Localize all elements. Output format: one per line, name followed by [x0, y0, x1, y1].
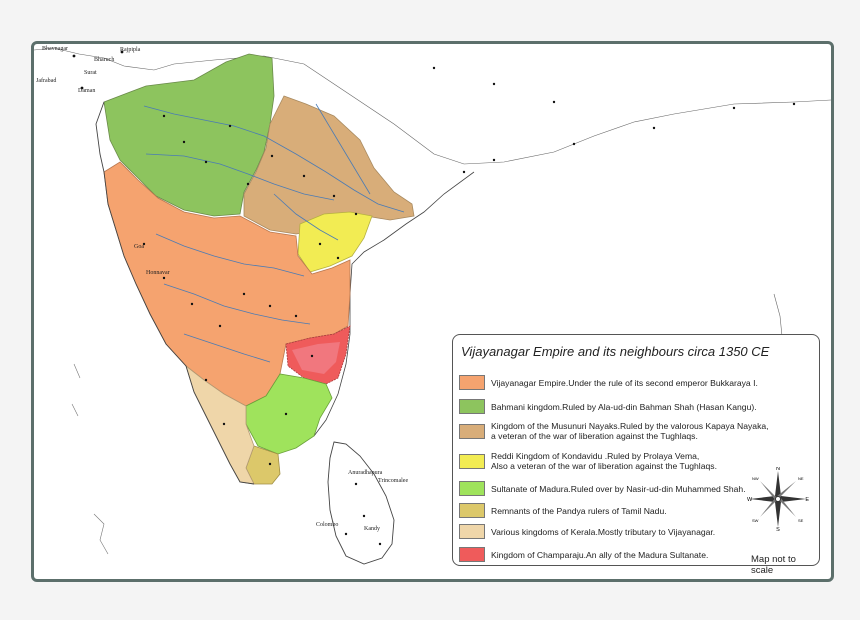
- region-bahmani: [103, 53, 275, 217]
- compass-se: SE: [798, 518, 804, 523]
- sri-lanka: [327, 441, 395, 565]
- swatch-kerala: [459, 524, 485, 539]
- north-coastline: [34, 47, 831, 165]
- place-surat: Surat: [84, 70, 97, 76]
- compass-rose: N S E W NE NW SE SW: [747, 467, 809, 531]
- place-kandy: Kandy: [364, 526, 380, 532]
- legend-item-reddi: Reddi Kingdom of Kondavidu .Ruled by Pro…: [459, 451, 717, 471]
- place-trincomalee: Trincomalee: [378, 478, 409, 484]
- swatch-bahmani: [459, 399, 485, 414]
- rivers: [143, 103, 405, 363]
- legend-item-champaraju: Kingdom of Champaraju.An ally of the Mad…: [459, 547, 708, 562]
- place-daman: Daman: [78, 88, 96, 94]
- legend-title: Vijayanagar Empire and its neighbours ci…: [461, 344, 770, 359]
- legend-label: Remnants of the Pandya rulers of Tamil N…: [491, 505, 667, 516]
- place-jafrabad: Jafrabad: [36, 78, 57, 84]
- compass-e: E: [805, 497, 809, 503]
- place-anuradhapura: Anuradhapura: [348, 470, 383, 476]
- swatch-reddi: [459, 453, 485, 469]
- compass-nw: NW: [752, 476, 759, 481]
- region-reddi: [297, 211, 373, 273]
- legend-item-musunuri: Kingdom of the Musunuri Nayaks.Ruled by …: [459, 421, 769, 441]
- place-bharuch: Bharuch: [94, 57, 115, 63]
- swatch-champaraju: [459, 547, 485, 562]
- map-legend: Vijayanagar Empire and its neighbours ci…: [452, 334, 820, 576]
- town-markers: [72, 50, 796, 546]
- scale-note: Map not to scale: [751, 554, 796, 576]
- legend-item-madura: Sultanate of Madura.Ruled over by Nasir-…: [459, 481, 746, 496]
- compass-n: N: [776, 467, 780, 472]
- compass-w: W: [747, 497, 753, 503]
- west-islands: [71, 363, 109, 555]
- place-goa: Goa: [134, 244, 144, 250]
- legend-label: Kingdom of Champaraju.An ally of the Mad…: [491, 549, 709, 560]
- map-frame: Bhavnagar Rajpipla Bharuch Surat Jafraba…: [31, 41, 834, 582]
- legend-label: Kingdom of the Musunuri Nayaks.Ruled by …: [491, 421, 769, 441]
- compass-ne: NE: [798, 476, 804, 481]
- legend-label: Vijayanagar Empire.Under the rule of its…: [491, 377, 758, 388]
- legend-label: Various kingdoms of Kerala.Mostly tribut…: [491, 526, 716, 537]
- swatch-vijayanagar: [459, 375, 485, 390]
- map-canvas: [34, 47, 831, 565]
- swatch-pandya: [459, 503, 485, 518]
- legend-item-pandya: Remnants of the Pandya rulers of Tamil N…: [459, 503, 667, 518]
- west-coastline: [95, 101, 255, 485]
- compass-sw: SW: [752, 518, 759, 523]
- east-coastline: [313, 171, 475, 437]
- swatch-madura: [459, 481, 485, 496]
- legend-label: Bahmani kingdom.Ruled by Ala-ud-din Bahm…: [491, 401, 757, 412]
- place-rajpipla: Rajpipla: [120, 47, 141, 53]
- region-musunuri: [243, 95, 415, 235]
- legend-item-bahmani: Bahmani kingdom.Ruled by Ala-ud-din Bahm…: [459, 399, 757, 414]
- compass-s: S: [776, 527, 780, 531]
- region-champaraju-tint: [292, 342, 340, 374]
- place-bhavnagar: Bhavnagar: [42, 46, 68, 52]
- legend-item-kerala: Various kingdoms of Kerala.Mostly tribut…: [459, 524, 715, 539]
- legend-label: Sultanate of Madura.Ruled over by Nasir-…: [491, 483, 746, 494]
- place-honnavar: Honnavar: [146, 270, 170, 276]
- legend-item-vijayanagar: Vijayanagar Empire.Under the rule of its…: [459, 375, 758, 390]
- legend-label: Reddi Kingdom of Kondavidu .Ruled by Pro…: [491, 451, 717, 471]
- swatch-musunuri: [459, 423, 485, 439]
- place-colombo: Colombo: [316, 522, 339, 528]
